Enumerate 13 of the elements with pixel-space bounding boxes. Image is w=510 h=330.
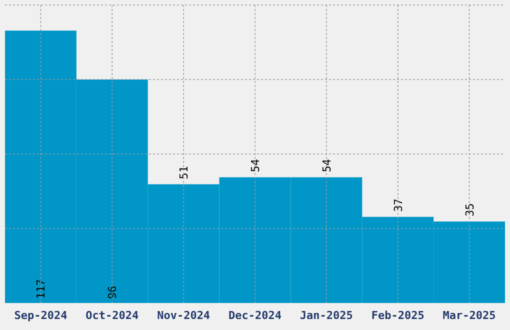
x-tick-label: Mar-2025 (442, 309, 496, 322)
x-tick-label: Oct-2024 (86, 309, 140, 322)
x-tick-label: Dec-2024 (228, 309, 282, 322)
x-tick-label: Feb-2025 (371, 309, 424, 322)
data-label: 35 (463, 203, 476, 217)
data-label: 37 (392, 198, 405, 212)
data-label: 54 (320, 158, 334, 172)
x-tick-label: Sep-2024 (14, 309, 68, 322)
data-label: 117 (34, 279, 48, 299)
data-label: 51 (178, 166, 191, 180)
data-label: 54 (249, 158, 262, 172)
x-tick-label: Nov-2024 (157, 309, 210, 322)
x-tick-label: Jan-2025 (300, 309, 353, 322)
